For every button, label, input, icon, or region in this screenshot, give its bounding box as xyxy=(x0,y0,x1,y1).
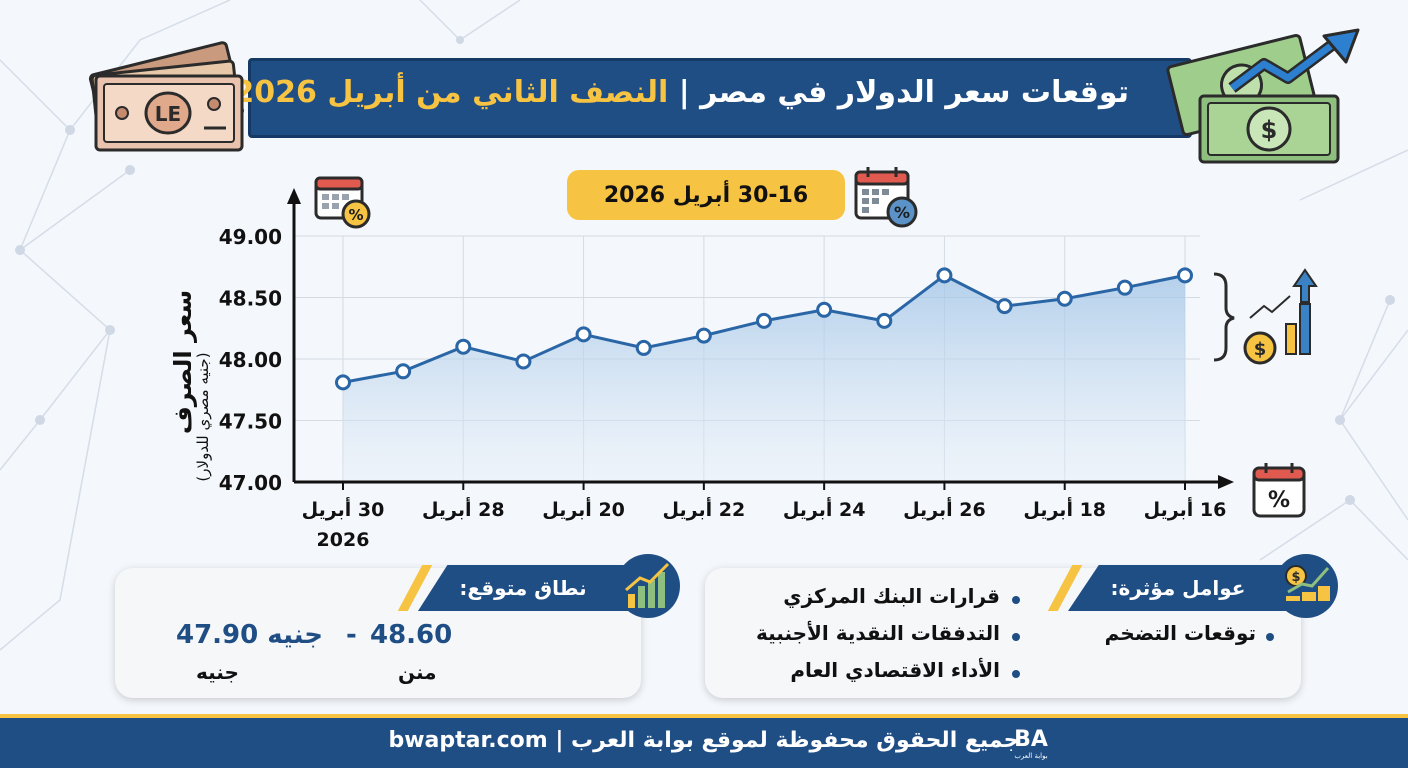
range-high-value: 48.60 xyxy=(370,620,453,650)
page-title: توقعات سعر الدولار في مصر | النصف الثاني… xyxy=(233,75,1129,110)
bar-chart-growth-icon xyxy=(616,554,680,618)
factor-bullet xyxy=(1012,670,1020,678)
data-point xyxy=(515,353,532,370)
data-point xyxy=(936,267,953,284)
date-range-label: 30-16 أبريل 2026 xyxy=(603,182,809,208)
coin-dollar-text: $ xyxy=(1254,339,1267,360)
y-tick-label: 48.50 xyxy=(219,287,282,311)
data-point xyxy=(395,363,412,380)
egyptian-pound-notes-icon: LE xyxy=(88,41,244,152)
y-tick-label: 48.00 xyxy=(219,348,282,372)
data-point xyxy=(1116,279,1133,296)
data-point xyxy=(635,339,652,356)
calendar-percent-axis-icon: % xyxy=(1252,463,1306,518)
factors-tag: عوامل مؤثرة: xyxy=(1068,565,1288,611)
factor-bullet xyxy=(1012,633,1020,641)
x-tick-label: 20 أبريل xyxy=(542,497,625,521)
factor-item: الأداء الاقتصادي العام xyxy=(790,658,1000,682)
data-point xyxy=(455,338,472,355)
y-axis-title: سعر الصرف xyxy=(169,289,197,435)
factor-item: التدفقات النقدية الأجنبية xyxy=(755,621,1000,645)
data-point xyxy=(816,301,833,318)
calendar-percent-icon: % xyxy=(854,167,918,228)
factor-item: قرارات البنك المركزي xyxy=(783,584,1000,608)
x-tick-label: 28 أبريل xyxy=(422,497,505,521)
range-sub-left: منن xyxy=(398,660,437,684)
data-point xyxy=(756,312,772,329)
range-dash: - xyxy=(346,620,357,650)
date-range-pill: 30-16 أبريل 2026 xyxy=(567,170,845,220)
range-tag: نطاق متوقع: xyxy=(418,565,628,611)
site-logo-icon: BA بوابة العرب xyxy=(1014,727,1048,760)
coins-dollar-text: $ xyxy=(1291,570,1300,585)
banknote-text: LE xyxy=(155,102,181,126)
x-tick-label: 16 أبريل xyxy=(1144,497,1227,521)
calendar-percent-text-1: % xyxy=(894,203,910,222)
logo-mark: BA xyxy=(1014,727,1048,752)
data-point xyxy=(1056,290,1073,307)
dollar-notes-arrow-icon: $ xyxy=(1166,28,1360,164)
calendar-percent-text-2: % xyxy=(348,206,363,224)
growth-coins-icon: $ xyxy=(1213,268,1318,365)
calendar-percent-text-3: % xyxy=(1268,488,1290,513)
factor-bullet xyxy=(1012,596,1020,604)
data-point xyxy=(996,298,1013,315)
footer-text: جميع الحقوق محفوظة لموقع بوابة العرب | b… xyxy=(388,728,1020,753)
data-point xyxy=(1177,267,1193,284)
data-point xyxy=(575,326,592,343)
factor-item: توقعات التضخم xyxy=(1104,621,1256,645)
x-axis-arrow xyxy=(1218,475,1234,489)
data-point xyxy=(876,312,893,329)
dollar-sign-text: $ xyxy=(1261,116,1278,144)
y-axis-label: سعر الصرف (جنيه مصري للدولار) xyxy=(138,258,218,482)
chart-area-fill xyxy=(343,275,1185,481)
data-point xyxy=(695,327,712,344)
y-tick-label: 49.00 xyxy=(219,225,282,249)
calendar-percent-small-icon: % xyxy=(314,176,371,229)
range-tag-label: نطاق متوقع: xyxy=(459,576,587,600)
y-axis-subtitle: (جنيه مصري للدولار) xyxy=(194,352,212,482)
factors-tag-label: عوامل مؤثرة: xyxy=(1110,576,1246,600)
y-axis-arrow xyxy=(287,188,301,204)
title-part-1: توقعات سعر الدولار في مصر | xyxy=(668,75,1129,110)
logo-caption: بوابة العرب xyxy=(1014,752,1047,760)
x-tick-label: 30 أبريل 2026 xyxy=(302,497,385,551)
coins-growth-icon: $ xyxy=(1274,554,1338,618)
range-low-value: 47.90 جنيه xyxy=(176,620,324,650)
y-tick-label: 47.00 xyxy=(219,471,282,495)
data-point xyxy=(335,374,351,391)
footer-bar: جميع الحقوق محفوظة لموقع بوابة العرب | b… xyxy=(0,714,1408,768)
title-part-2: النصف الثاني من أبريل 2026 xyxy=(233,75,669,110)
y-tick-label: 47.50 xyxy=(219,410,282,434)
factor-bullet xyxy=(1266,633,1274,641)
x-tick-label: 18 أبريل xyxy=(1023,497,1106,521)
x-tick-label: 26 أبريل xyxy=(903,497,986,521)
title-banner: توقعات سعر الدولار في مصر | النصف الثاني… xyxy=(233,58,1192,138)
range-sub-right: جنيه xyxy=(196,660,239,684)
x-tick-label: 24 أبريل xyxy=(783,497,866,521)
x-tick-label: 22 أبريل xyxy=(663,497,746,521)
